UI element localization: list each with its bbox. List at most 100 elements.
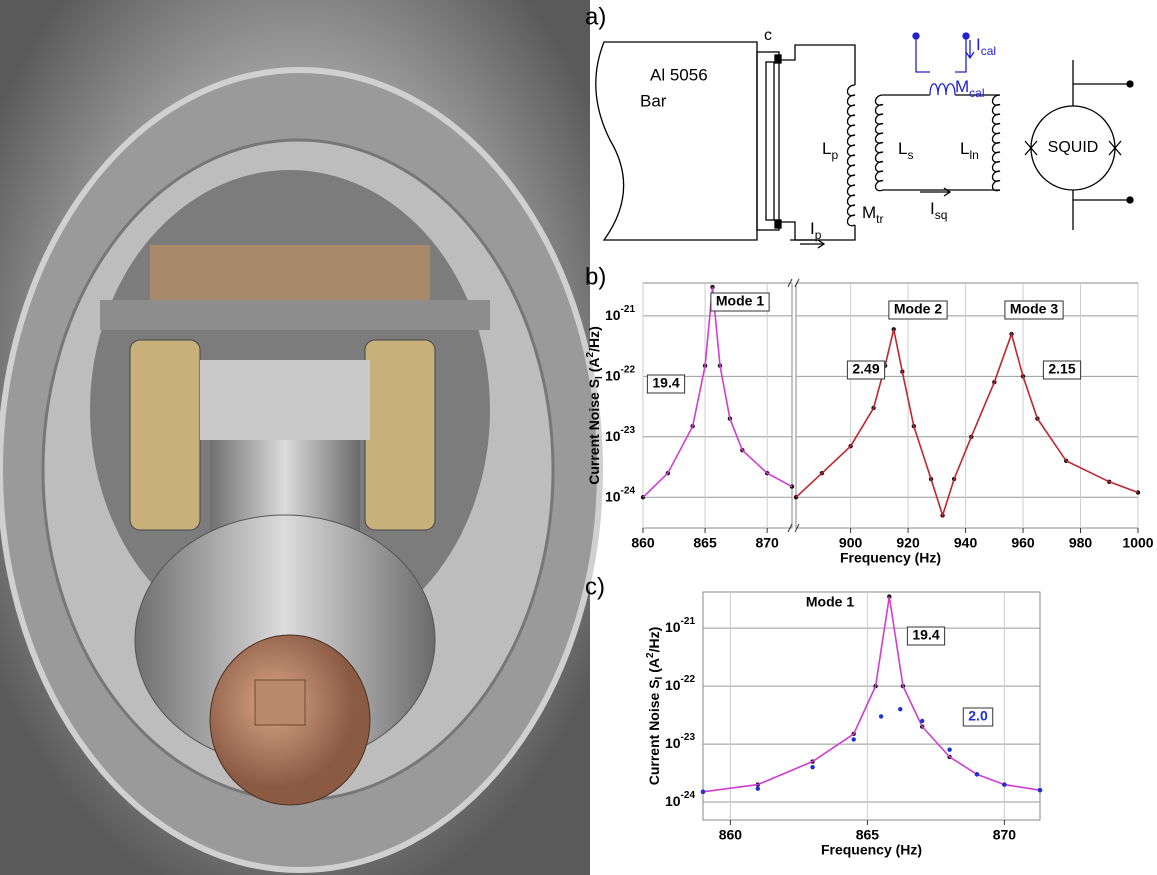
coil	[991, 94, 1001, 192]
plot-area	[795, 282, 1139, 529]
y-label-part: I	[654, 676, 665, 679]
symbol-sub: p	[831, 148, 838, 162]
annotation-box	[846, 360, 886, 380]
terminal	[1126, 196, 1134, 204]
y-label-part: /Hz)	[586, 326, 602, 352]
y-tick-label: 10-21	[665, 616, 695, 635]
photo	[0, 0, 603, 875]
tick-base: 10	[665, 793, 681, 809]
y-label-part: 2	[645, 652, 656, 658]
x-tick-label: 860	[719, 827, 743, 843]
tick-base: 10	[605, 428, 621, 444]
panel-label: c)	[585, 573, 605, 600]
y-label-part: Current Noise S	[586, 379, 602, 485]
x-tick-label: 920	[896, 535, 920, 551]
bar-label: Bar	[640, 91, 667, 110]
y-tick-label: 10-21	[605, 304, 635, 323]
symbol-main: I	[810, 219, 815, 238]
y-tick-label: 10-24	[665, 790, 695, 809]
tick-base: 10	[665, 735, 681, 751]
symbol-label: Ls	[898, 139, 913, 162]
tick-base: 10	[665, 677, 681, 693]
wire	[779, 44, 856, 241]
panel-label: b)	[585, 263, 606, 290]
circuit-diagram	[595, 32, 1134, 249]
x-tick-label: 865	[693, 535, 717, 551]
fit-line	[642, 286, 793, 498]
y-label-part: Current Noise S	[646, 679, 662, 785]
x-axis-label: Frequency (Hz)	[821, 842, 922, 858]
coil	[846, 84, 856, 227]
symbol-sub: cal	[981, 44, 996, 58]
y-label-part: (A	[646, 658, 662, 677]
symbol-sub: ln	[969, 148, 978, 162]
y-tick-label: 10-22	[665, 674, 695, 693]
x-tick-label: 870	[993, 827, 1017, 843]
y-label-part: (A	[586, 357, 602, 376]
y-tick-label: 10-22	[605, 364, 635, 383]
coil	[874, 94, 884, 192]
annotation: 2.49	[852, 361, 879, 377]
annotation-box	[888, 300, 948, 320]
panel-label: a)	[585, 3, 606, 30]
annotation: Mode 1	[806, 594, 854, 610]
tick-base: 10	[605, 367, 621, 383]
x-tick-label: 900	[839, 535, 863, 551]
tick-base: 10	[665, 619, 681, 635]
capacitor-pad	[774, 219, 782, 229]
symbol-label: Ip	[810, 219, 822, 242]
terminal	[962, 32, 970, 40]
data-point	[974, 772, 980, 777]
data-point	[851, 737, 856, 742]
current-arrow	[800, 239, 826, 249]
squid-wires	[1024, 60, 1130, 230]
symbol-sub: tr	[876, 212, 883, 226]
tick-exp: -24	[681, 790, 696, 801]
symbol-sub: cal	[969, 86, 984, 100]
bar-shape	[595, 41, 758, 241]
x-tick-label: 940	[954, 535, 978, 551]
capacitor-plate	[756, 51, 780, 231]
data-point	[898, 706, 903, 712]
tick-exp: -22	[681, 674, 696, 685]
tick-exp: -21	[621, 304, 636, 315]
coil	[929, 83, 956, 96]
fit-line	[702, 596, 1041, 793]
y-tick-label: 10-23	[665, 732, 695, 751]
symbol-sub: s	[907, 148, 913, 162]
axis-break	[787, 523, 800, 533]
annotation-box	[906, 626, 946, 646]
symbol-main: L	[822, 139, 831, 158]
data-point	[878, 714, 884, 719]
axis-break	[787, 278, 800, 288]
terminal	[1126, 80, 1134, 88]
y-label-part: /Hz)	[646, 627, 662, 653]
x-tick-label: 870	[755, 535, 779, 551]
y-tick-label: 10-23	[605, 424, 635, 443]
fit-line	[795, 329, 1139, 519]
symbol-sub: p	[815, 228, 822, 242]
y-axis-label: Current Noise SI (A2/Hz)	[585, 326, 605, 485]
annotation: 19.4	[652, 375, 679, 391]
capacitor-pad	[774, 54, 782, 64]
annotation-box	[710, 292, 770, 312]
tick-exp: -21	[681, 616, 696, 627]
tick-exp: -22	[621, 364, 636, 375]
capacitor-plate	[765, 61, 775, 221]
data-point	[755, 786, 760, 791]
data-point	[1002, 782, 1007, 787]
symbol-label: Ical	[976, 35, 996, 58]
annotation-box	[1042, 360, 1082, 380]
annotation: Mode 3	[1010, 301, 1058, 317]
symbol-label: Isq	[930, 199, 947, 222]
symbol-main: M	[955, 77, 969, 96]
symbol-label: Lln	[960, 139, 979, 162]
x-tick-label: 980	[1069, 535, 1093, 551]
symbol-main: M	[862, 203, 876, 222]
y-label-part: 2	[585, 351, 596, 357]
symbol-main: L	[960, 139, 969, 158]
data-point	[810, 764, 815, 770]
annotation: Mode 2	[894, 301, 942, 317]
